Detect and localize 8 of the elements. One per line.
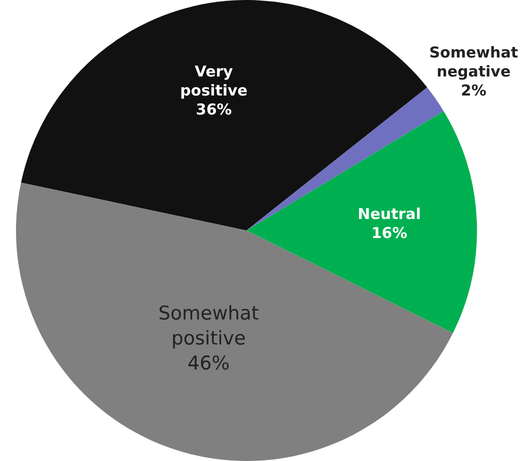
data-label: 2% bbox=[460, 82, 486, 100]
data-label: 16% bbox=[371, 224, 408, 242]
data-label: 46% bbox=[187, 352, 230, 374]
slice-label: Somewhat positive bbox=[158, 302, 259, 350]
slice-label: Very positive bbox=[180, 62, 248, 100]
slice-label: Somewhat negative bbox=[429, 44, 518, 81]
data-label: 36% bbox=[196, 100, 232, 118]
slice-label: Neutral bbox=[358, 204, 421, 223]
